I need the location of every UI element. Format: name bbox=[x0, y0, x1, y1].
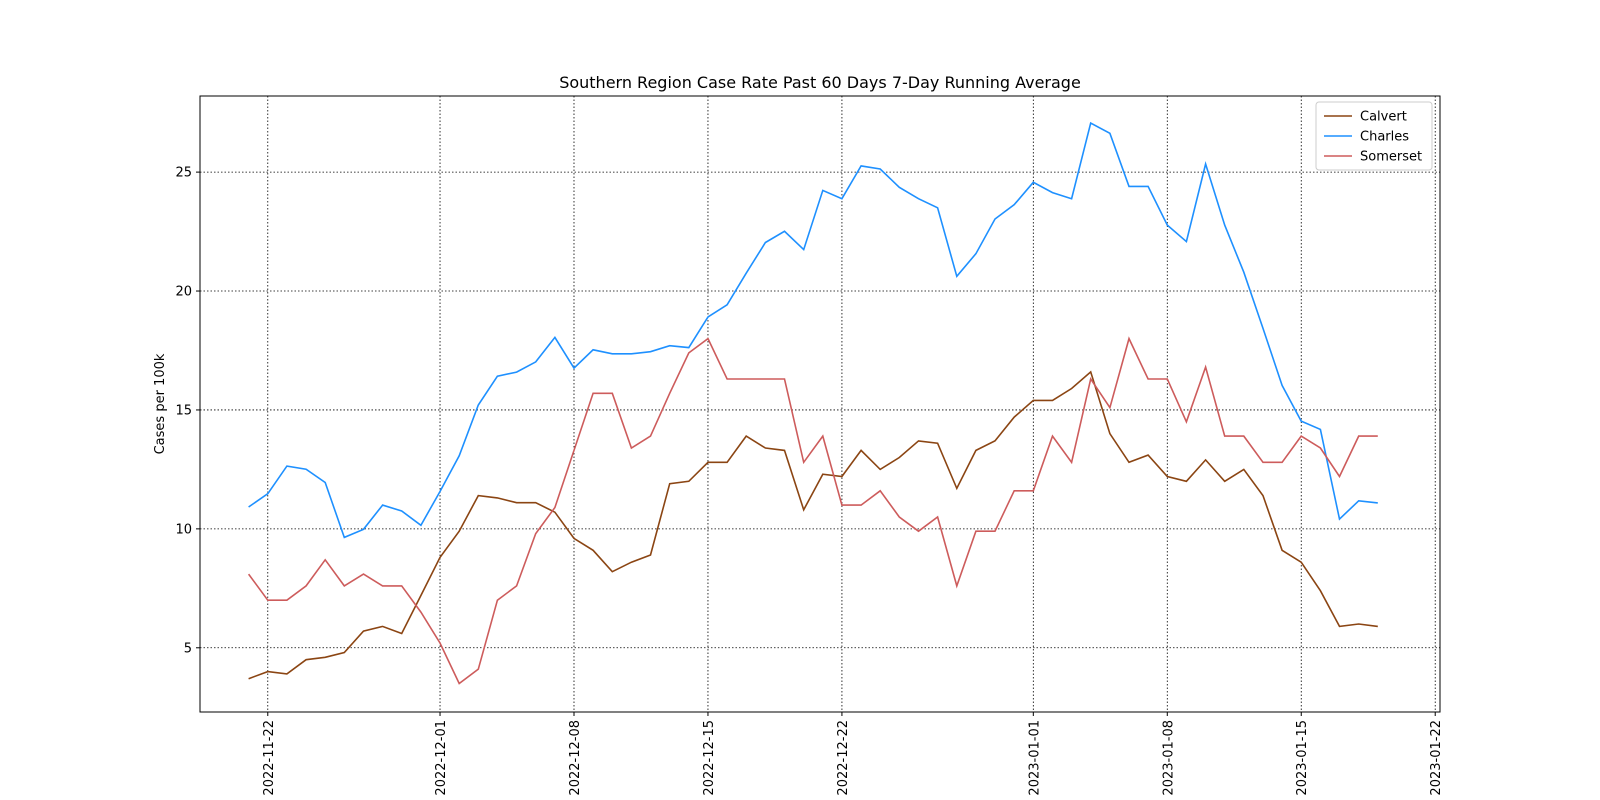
legend: Calvert Charles Somerset bbox=[1315, 101, 1433, 171]
x-tick-label: 2022-12-08 bbox=[568, 720, 583, 796]
series-line bbox=[248, 121, 1378, 539]
x-tick-label: 2022-11-22 bbox=[262, 720, 277, 796]
x-tick-label: 2022-12-15 bbox=[702, 720, 717, 796]
y-axis-label: Cases per 100k bbox=[153, 353, 168, 454]
legend-label: Charles bbox=[1360, 130, 1409, 145]
x-tick-label: 2023-01-01 bbox=[1027, 720, 1042, 796]
y-tick-label: 25 bbox=[175, 166, 192, 181]
series-line bbox=[247, 336, 1378, 685]
y-tick-label: 20 bbox=[175, 285, 192, 300]
legend-label: Somerset bbox=[1360, 150, 1422, 165]
x-tick-label: 2023-01-15 bbox=[1295, 720, 1310, 796]
legend-label: Calvert bbox=[1360, 110, 1407, 125]
x-tick-label: 2023-01-08 bbox=[1161, 720, 1176, 796]
y-tick-label: 10 bbox=[175, 522, 192, 537]
x-tick-label: 2022-12-22 bbox=[836, 720, 851, 796]
y-tick-label: 5 bbox=[184, 641, 192, 656]
plot-frame bbox=[199, 95, 1441, 713]
legend-box bbox=[1315, 101, 1433, 171]
x-tick-label: 2023-01-22 bbox=[1429, 720, 1444, 796]
series-line bbox=[248, 370, 1378, 680]
chart-title: Southern Region Case Rate Past 60 Days 7… bbox=[559, 73, 1081, 92]
x-tick-label: 2022-12-01 bbox=[434, 720, 449, 796]
y-tick-label: 15 bbox=[175, 403, 192, 418]
